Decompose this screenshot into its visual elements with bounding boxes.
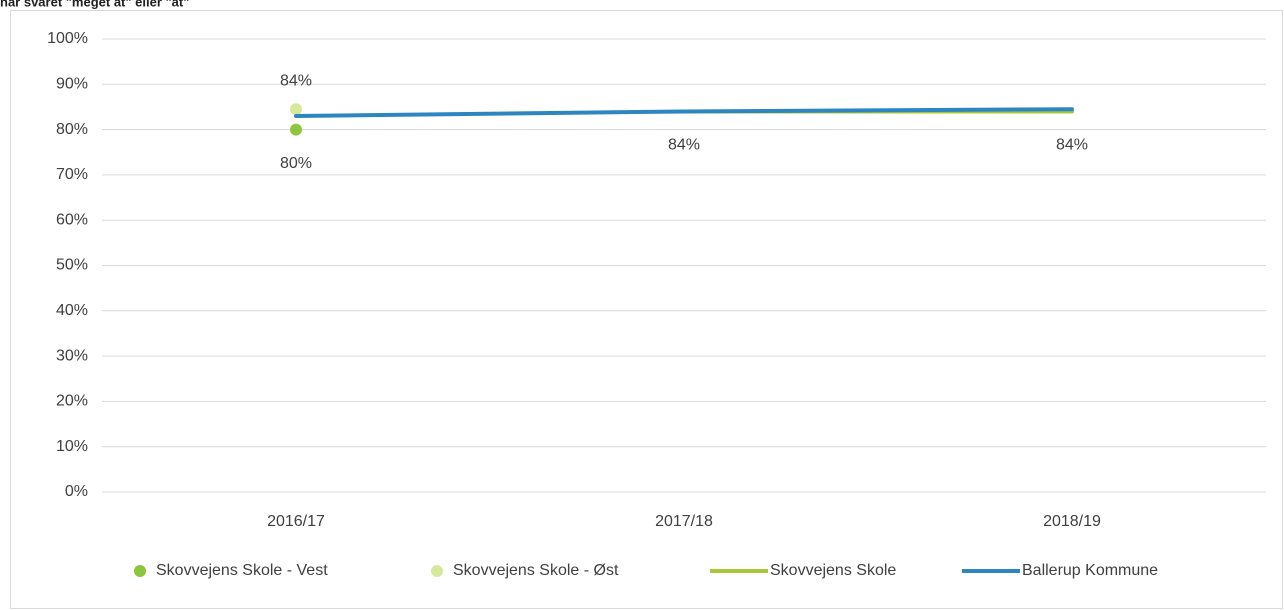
- series-line: [294, 107, 1074, 119]
- y-tick-label: 10%: [56, 438, 88, 455]
- x-tick-label: 2017/18: [655, 513, 713, 530]
- legend-swatch: [134, 565, 146, 577]
- legend-swatch: [431, 565, 443, 577]
- y-tick-label: 60%: [56, 211, 88, 228]
- legend-label: Skovvejens Skole - Øst: [453, 562, 619, 579]
- y-tick-label: 0%: [65, 483, 88, 500]
- y-tick-label: 20%: [56, 393, 88, 410]
- legend-label: Skovvejens Skole - Vest: [156, 562, 328, 579]
- y-tick-label: 40%: [56, 302, 88, 319]
- chart-title: har svaret "meget at" eller "at": [0, 0, 189, 9]
- data-label: 84%: [668, 137, 700, 154]
- x-tick-label: 2016/17: [267, 513, 325, 530]
- y-tick-label: 70%: [56, 166, 88, 183]
- series-marker: [290, 123, 302, 136]
- legend-label: Ballerup Kommune: [1022, 562, 1158, 579]
- y-tick-label: 100%: [47, 30, 88, 47]
- series-marker: [290, 103, 302, 116]
- y-tick-label: 30%: [56, 347, 88, 364]
- y-tick-label: 50%: [56, 257, 88, 274]
- data-label: 84%: [1056, 137, 1088, 154]
- y-tick-label: 90%: [56, 76, 88, 93]
- data-label: 84%: [280, 72, 312, 89]
- legend-label: Skovvejens Skole: [770, 562, 896, 579]
- chart-frame: [10, 10, 1283, 609]
- x-tick-label: 2018/19: [1043, 513, 1101, 530]
- y-tick-label: 80%: [56, 121, 88, 138]
- data-label: 80%: [280, 155, 312, 172]
